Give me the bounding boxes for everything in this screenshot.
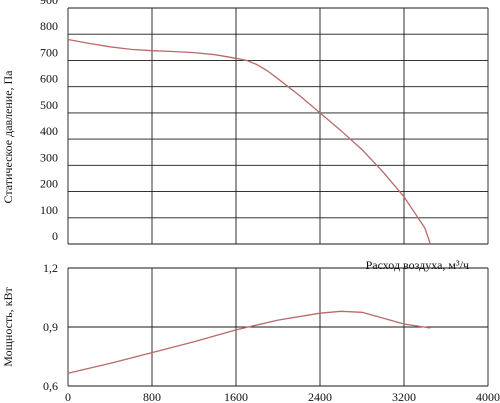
power-y-tick-label: 1,2 xyxy=(43,261,58,275)
power-chart: 0,6 0,9 1,2 Мощность, кВт xyxy=(1,261,489,393)
x-tick-labels: 0 800 1600 2400 3200 4000 xyxy=(65,390,500,403)
power-curve xyxy=(67,310,431,374)
pressure-y-tick-label: 100 xyxy=(40,203,58,217)
pressure-y-tick-label: 500 xyxy=(40,98,58,112)
pressure-y-tick-label: 300 xyxy=(40,150,58,164)
power-y-tick-label: 0,6 xyxy=(43,379,58,393)
x-tick-label: 0 xyxy=(65,390,71,403)
pressure-y-tick-labels: 0 100 200 300 400 500 600 700 800 900 xyxy=(40,0,58,243)
pressure-y-tick-label: 400 xyxy=(40,124,58,138)
power-grid xyxy=(67,267,489,387)
pressure-y-tick-label: 900 xyxy=(40,0,58,7)
x-tick-label: 1600 xyxy=(224,390,248,403)
power-y-tick-labels: 0,6 0,9 1,2 xyxy=(43,261,58,393)
pressure-y-tick-label: 200 xyxy=(40,177,58,191)
pressure-y-tick-label: 700 xyxy=(40,45,58,59)
x-tick-label: 800 xyxy=(143,390,161,403)
pressure-y-tick-label: 800 xyxy=(40,19,58,33)
power-y-axis-label: Мощность, кВт xyxy=(1,287,15,367)
x-tick-label: 4000 xyxy=(476,390,500,403)
pressure-grid xyxy=(67,7,489,245)
pressure-chart: 0 100 200 300 400 500 600 700 800 900 Статическое… xyxy=(1,0,489,272)
x-tick-label: 3200 xyxy=(392,390,416,403)
x-tick-label: 2400 xyxy=(308,390,332,403)
x-axis-label: Расход воздуха, м³/ч xyxy=(366,258,469,272)
power-y-tick-label: 0,9 xyxy=(43,320,58,334)
pressure-y-tick-label: 0 xyxy=(52,229,58,243)
pressure-y-tick-label: 600 xyxy=(40,72,58,86)
pressure-y-axis-label: Статическое давление, Па xyxy=(1,70,15,204)
pressure-curve xyxy=(67,38,431,245)
